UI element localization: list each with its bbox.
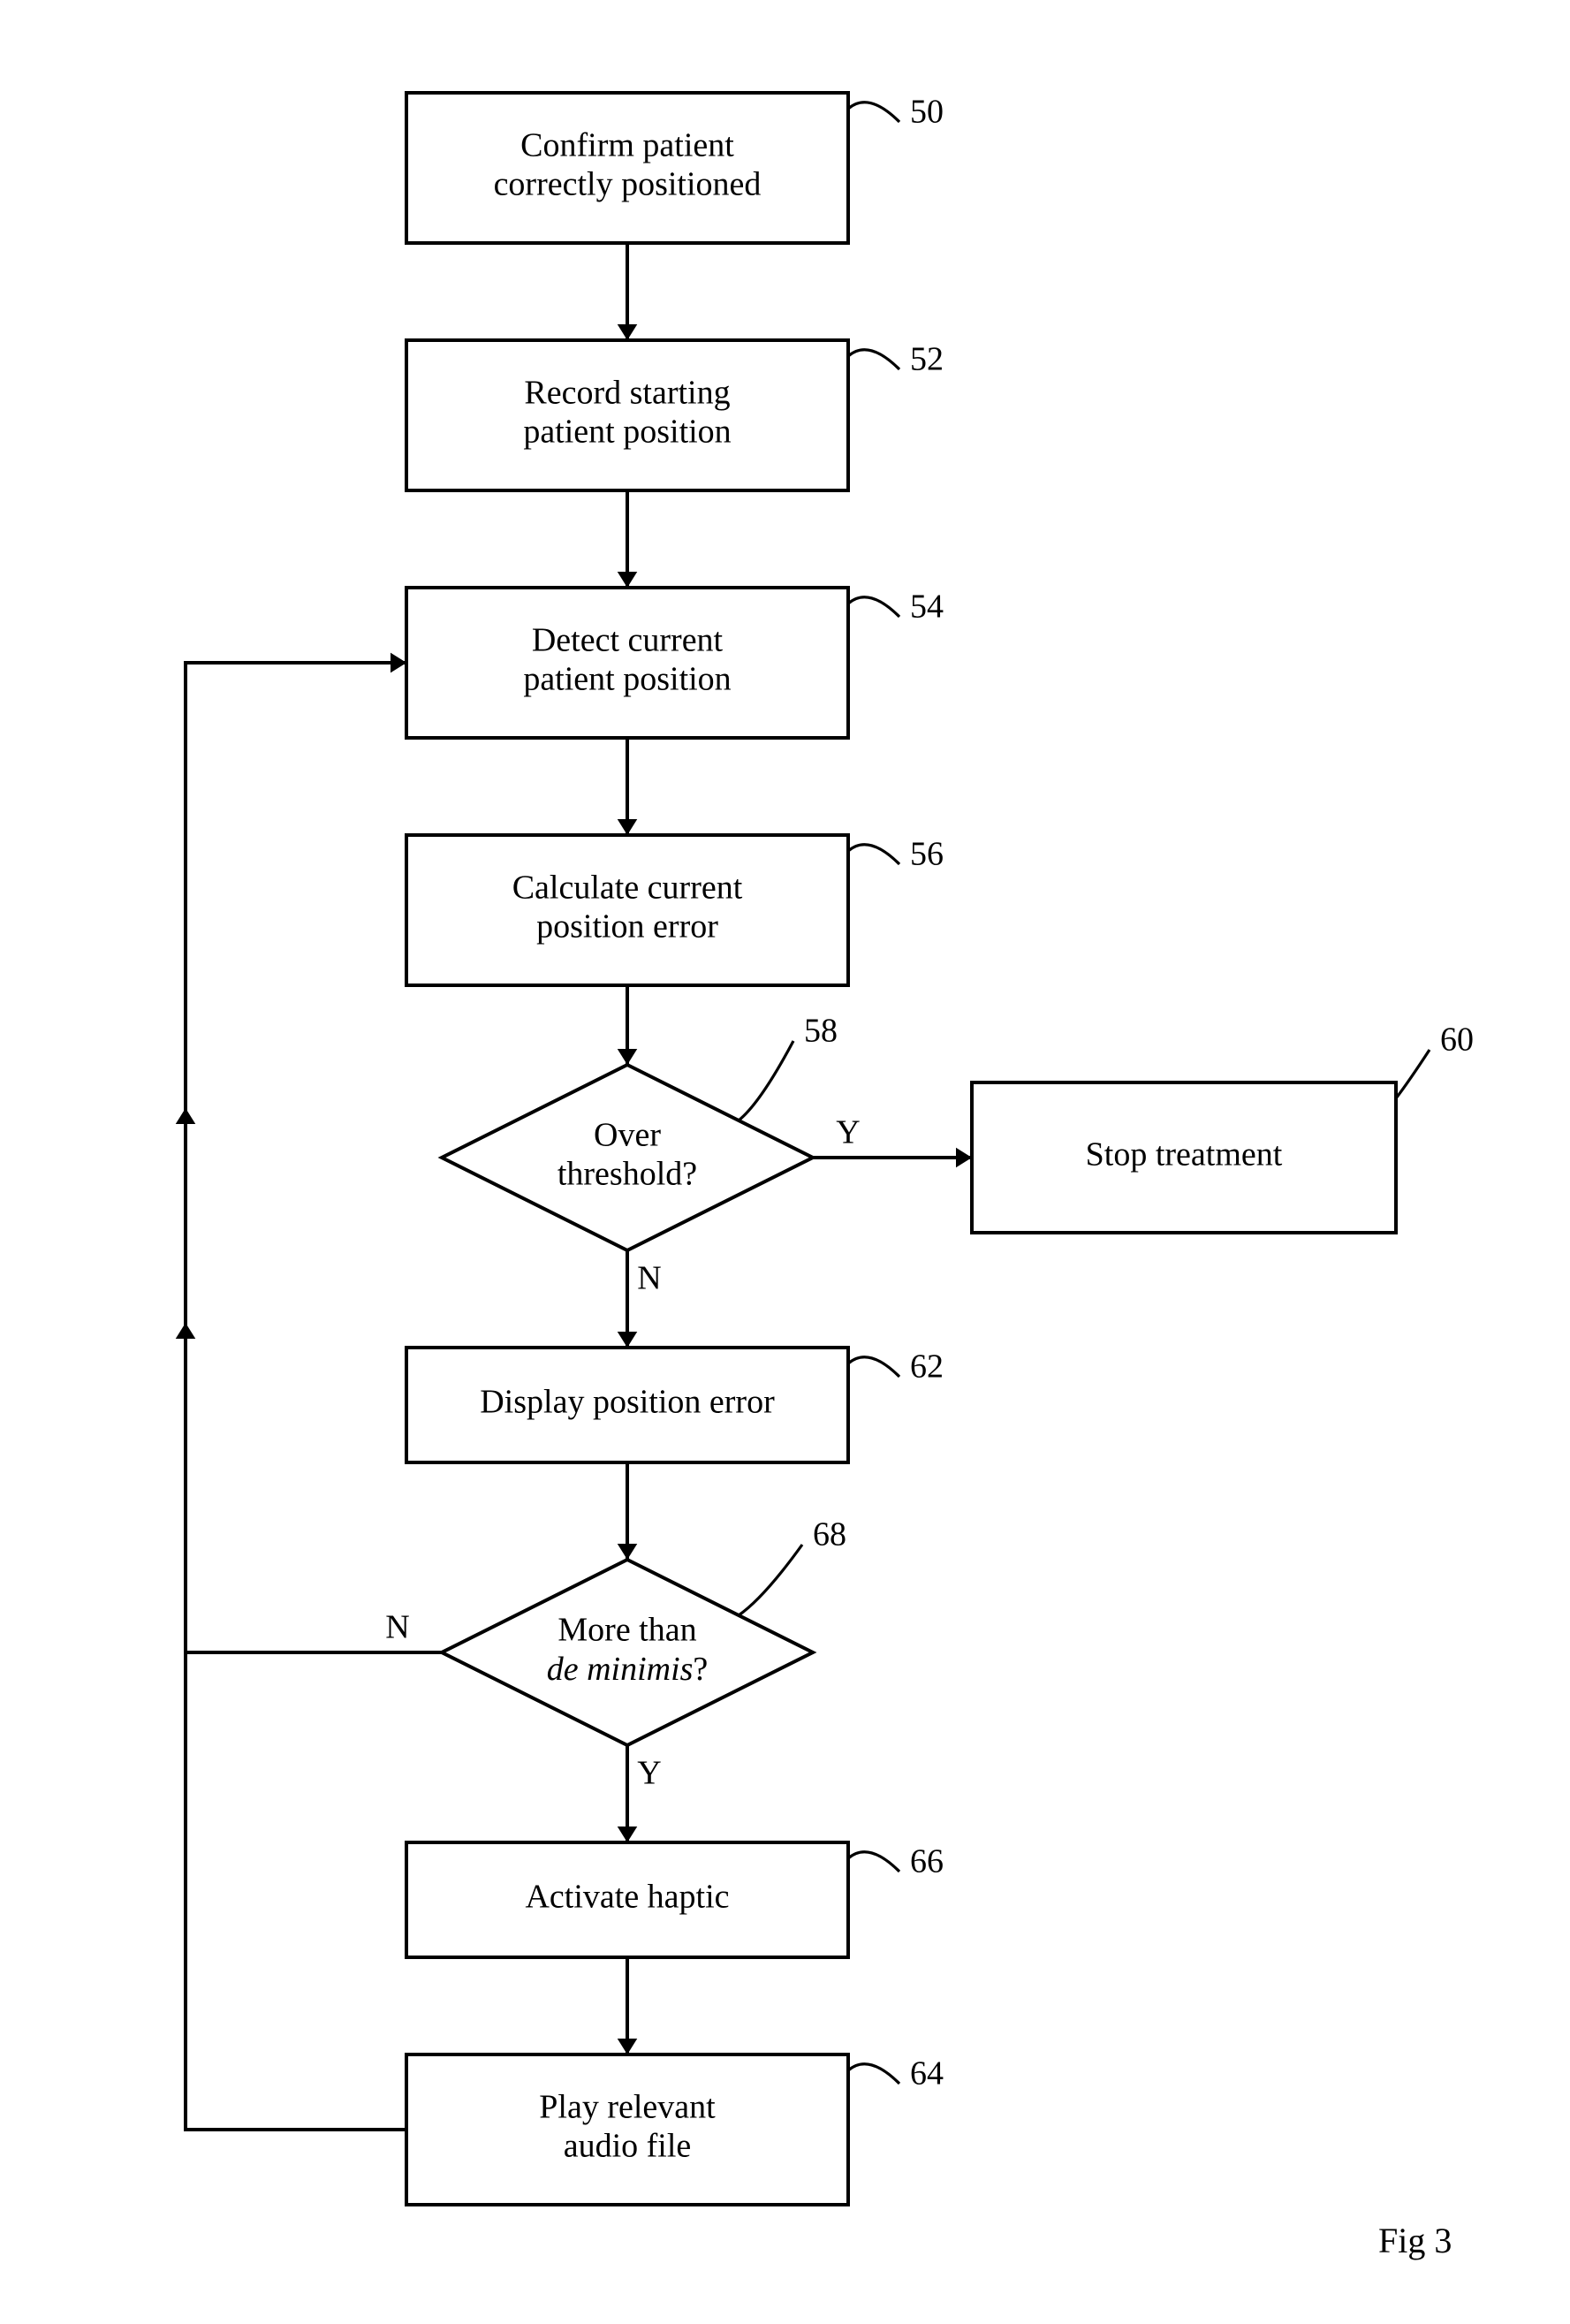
arrowhead	[618, 572, 638, 588]
ref-label: 58	[804, 1013, 838, 1050]
node-text: correctly positioned	[494, 166, 762, 203]
node-text: patient position	[523, 414, 731, 451]
node-text: Confirm patient	[520, 127, 734, 164]
node-text: threshold?	[557, 1156, 697, 1193]
node-n50: Confirm patientcorrectly positioned	[406, 93, 848, 243]
node-text: Record starting	[524, 375, 730, 412]
ref-leader	[848, 1357, 899, 1377]
node-n60: Stop treatment	[972, 1082, 1396, 1233]
arrowhead	[618, 1049, 638, 1065]
node-text: Detect current	[532, 622, 724, 659]
ref-leader	[739, 1041, 793, 1120]
node-n62: Display position error	[406, 1348, 848, 1462]
arrowhead	[618, 2039, 638, 2054]
arrowhead	[618, 1827, 638, 1842]
node-text: audio file	[564, 2128, 692, 2165]
node-n54: Detect currentpatient position	[406, 588, 848, 738]
node-n64: Play relevantaudio file	[406, 2054, 848, 2205]
node-text: Over	[594, 1117, 661, 1154]
ref-label: 66	[910, 1843, 944, 1880]
ref-leader	[739, 1545, 802, 1615]
arrowhead	[618, 1544, 638, 1560]
arrowhead	[618, 819, 638, 835]
loop-edge	[186, 663, 406, 2130]
node-n68: More thande minimis?	[442, 1560, 813, 1745]
node-text: Stop treatment	[1086, 1136, 1283, 1173]
node-text: position error	[536, 908, 718, 946]
ref-leader	[848, 597, 899, 617]
ref-leader	[848, 845, 899, 864]
node-text: Display position error	[480, 1384, 775, 1421]
flowchart-figure: Y N Y N Confirm patientcorrectly positioned 5…	[0, 0, 1570, 2324]
node-text: Play relevant	[539, 2089, 716, 2126]
ref-leader	[848, 1852, 899, 1872]
node-text: de minimis?	[547, 1651, 709, 1688]
ref-leader	[848, 350, 899, 369]
node-n58: Overthreshold?	[442, 1065, 813, 1250]
arrowhead	[956, 1148, 972, 1168]
edge-label: Y	[637, 1755, 661, 1792]
edge-label: N	[385, 1609, 409, 1646]
ref-leader	[848, 2064, 899, 2084]
ref-label: 50	[910, 94, 944, 131]
edge-label: Y	[836, 1114, 860, 1151]
node-text: Activate haptic	[525, 1879, 729, 1916]
node-text: More than	[557, 1612, 696, 1649]
node-n66: Activate haptic	[406, 1842, 848, 1957]
ref-label: 64	[910, 2055, 944, 2092]
ref-label: 54	[910, 589, 944, 626]
node-n52: Record startingpatient position	[406, 340, 848, 490]
node-text: Calculate current	[512, 870, 743, 907]
node-text: patient position	[523, 661, 731, 698]
arrowhead	[618, 1332, 638, 1348]
ref-label: 62	[910, 1348, 944, 1386]
arrowhead	[618, 324, 638, 340]
ref-label: 60	[1440, 1021, 1474, 1059]
ref-label: 52	[910, 341, 944, 378]
ref-leader	[848, 103, 899, 122]
figure-label: Fig 3	[1378, 2221, 1452, 2260]
arrowhead	[391, 653, 406, 673]
node-n56: Calculate currentposition error	[406, 835, 848, 985]
ref-label: 68	[813, 1516, 846, 1553]
loop-edge	[186, 663, 442, 1652]
edge-label: N	[637, 1260, 661, 1297]
ref-leader	[1396, 1050, 1430, 1098]
arrowhead	[176, 1323, 196, 1339]
ref-label: 56	[910, 836, 944, 873]
